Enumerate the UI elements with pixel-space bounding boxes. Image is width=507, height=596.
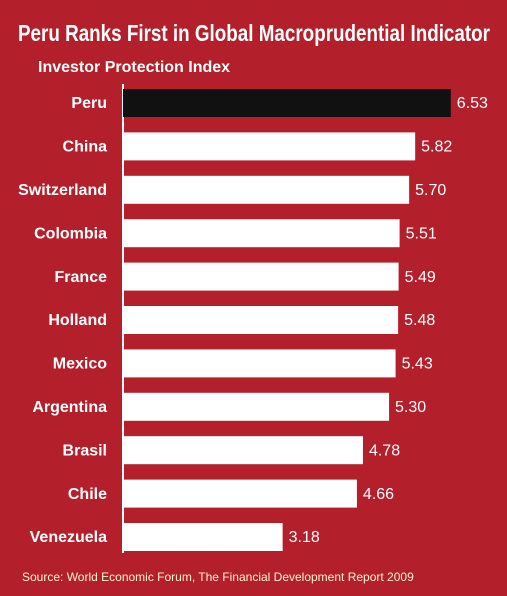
value-label: 3.18 bbox=[289, 529, 320, 546]
bar bbox=[123, 479, 357, 508]
category-label: China bbox=[63, 139, 108, 156]
category-label: Holland bbox=[48, 312, 107, 329]
value-label: 5.51 bbox=[406, 225, 437, 242]
value-label: 4.66 bbox=[363, 486, 394, 503]
value-label: 6.53 bbox=[457, 95, 488, 112]
category-label: Argentina bbox=[32, 399, 107, 416]
value-label: 4.78 bbox=[369, 442, 400, 459]
value-label: 5.49 bbox=[405, 269, 436, 286]
source-note: Source: World Economic Forum, The Financ… bbox=[22, 570, 414, 584]
bar bbox=[123, 219, 400, 248]
category-label: Brasil bbox=[63, 442, 107, 459]
bar bbox=[123, 349, 396, 378]
value-label: 5.82 bbox=[421, 139, 452, 156]
category-label: Peru bbox=[71, 95, 107, 112]
category-label: Venezuela bbox=[30, 529, 107, 546]
category-label: Switzerland bbox=[18, 182, 107, 199]
bar bbox=[123, 523, 283, 551]
category-label: Mexico bbox=[53, 356, 107, 373]
value-label: 5.48 bbox=[404, 312, 435, 329]
category-label: France bbox=[55, 269, 108, 286]
bar bbox=[123, 262, 399, 291]
chart-subtitle: Investor Protection Index bbox=[38, 59, 230, 76]
bar bbox=[123, 175, 410, 204]
bar bbox=[123, 436, 363, 465]
value-label: 5.70 bbox=[415, 182, 446, 199]
category-label: Colombia bbox=[34, 225, 107, 242]
value-label: 5.43 bbox=[402, 356, 433, 373]
bar bbox=[123, 392, 390, 421]
category-label: Chile bbox=[68, 486, 107, 503]
chart-title: Peru Ranks First in Global Macroprudenti… bbox=[18, 20, 490, 46]
bar bbox=[123, 132, 416, 161]
value-label: 5.30 bbox=[395, 399, 426, 416]
bar bbox=[123, 89, 451, 117]
bar bbox=[123, 306, 399, 334]
